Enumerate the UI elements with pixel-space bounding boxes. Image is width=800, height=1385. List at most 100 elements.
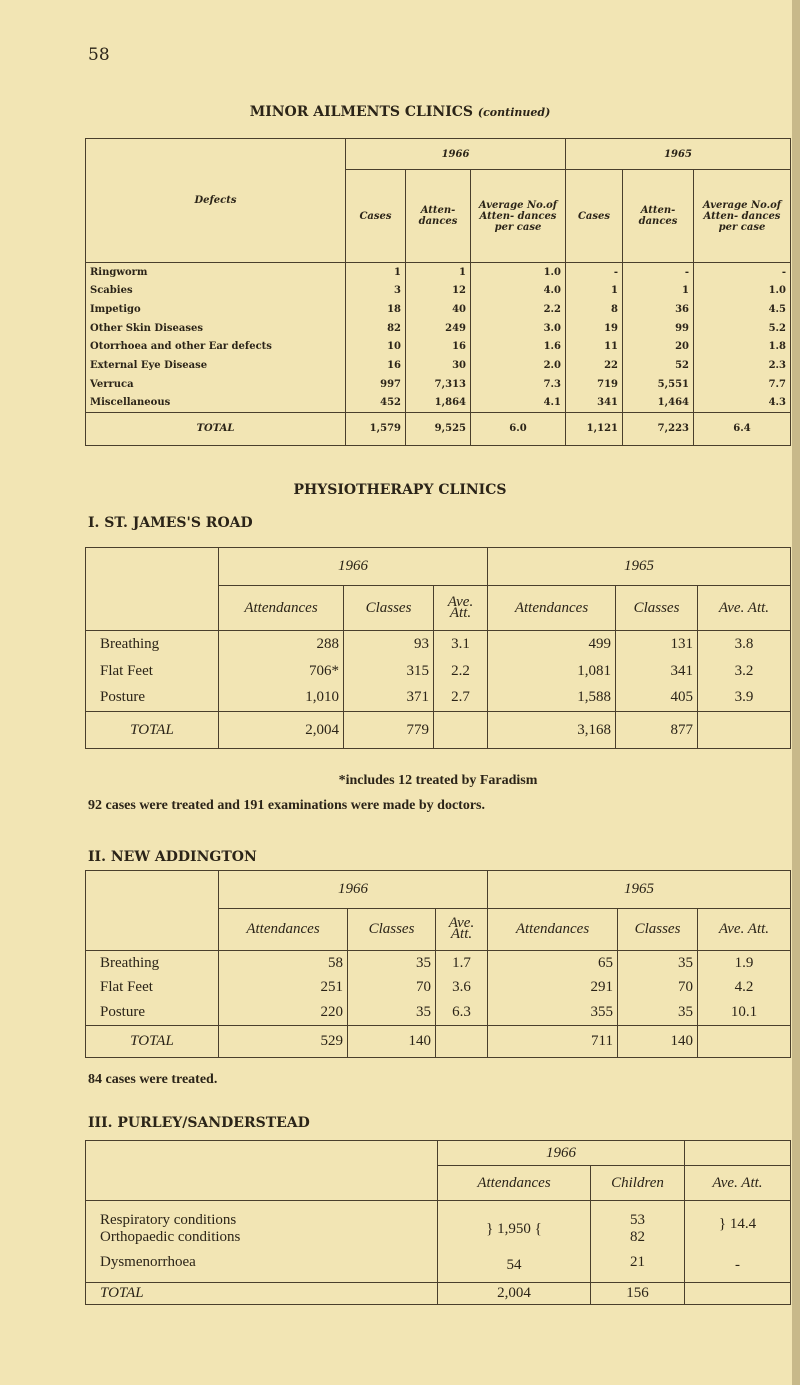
cell xyxy=(697,1025,791,1058)
cell: 719 xyxy=(565,374,623,394)
cell: 1,010 xyxy=(218,684,344,712)
table-row: Flat Feet 251 70 3.6 291 70 4.2 xyxy=(85,975,791,1001)
cell: 35 xyxy=(617,1000,698,1026)
cell: 6.0 xyxy=(470,411,566,447)
cell: 499 xyxy=(487,630,616,658)
minor-title: MINOR AILMENTS CLINICS (continued) xyxy=(249,104,551,120)
cell: 3.6 xyxy=(435,975,488,1001)
cell: 11 xyxy=(565,337,623,357)
table-row: Posture 220 35 6.3 355 35 10.1 xyxy=(85,1000,791,1026)
cell: 2.2 xyxy=(433,657,488,685)
cases-note-2: 84 cases were treated. xyxy=(88,1072,218,1087)
cell: 251 xyxy=(218,975,348,1001)
table-row: Breathing 58 35 1.7 65 35 1.9 xyxy=(85,950,791,976)
purley-title: III. PURLEY/SANDERSTEAD xyxy=(88,1115,310,1131)
cell: 8 xyxy=(565,300,623,319)
footnote: *includes 12 treated by Faradism xyxy=(338,773,538,788)
cell: 70 xyxy=(347,975,436,1001)
cell: 3.8 xyxy=(697,630,791,658)
st-james-table: 1966 1965 Attendances Classes Ave. Att. Atte… xyxy=(85,546,791,749)
row-label: External Eye Disease xyxy=(85,356,346,375)
row-label: Otorrhoea and other Ear defects xyxy=(85,337,346,357)
table-row: Impetigo 18 40 2.2 8 36 4.5 xyxy=(85,300,791,319)
cell: 1,464 xyxy=(622,393,694,413)
cell: 18 xyxy=(345,300,406,319)
cell: 1 xyxy=(345,262,406,282)
row-label: Breathing xyxy=(85,950,219,976)
cell: 140 xyxy=(617,1025,698,1058)
cell: - xyxy=(622,262,694,282)
total-row: TOTAL 529 140 711 140 xyxy=(85,1025,791,1058)
minor-ailments-table: Defects 1966 1965 Cases Atten- dances Averag… xyxy=(85,137,791,447)
cell: 452 xyxy=(345,393,406,413)
table-row: Ringworm 1 1 1.0- - - xyxy=(85,262,791,282)
cell: 40 xyxy=(405,300,471,319)
cell: 1,864 xyxy=(405,393,471,413)
cell: 4.0 xyxy=(470,281,566,301)
cell: 70 xyxy=(617,975,698,1001)
cell: TOTAL xyxy=(85,411,346,447)
cell: 10 xyxy=(345,337,406,357)
cell: 3.9 xyxy=(697,684,791,712)
cell: 2,004 xyxy=(218,711,344,749)
page-edge xyxy=(792,0,800,1385)
row-label: Flat Feet xyxy=(85,975,219,1001)
table-row: Verruca 997 7,313 7.3 719 5,551 7.7 xyxy=(85,374,791,394)
cell: 7,313 xyxy=(405,374,471,394)
table-row: Miscellaneous 452 1,864 4.1 341 1,464 4.3 xyxy=(85,393,791,413)
cell: 1.6 xyxy=(470,337,566,357)
new-addington-table: 1966 1965 Attendances Classes Ave. Att. Atte… xyxy=(85,870,791,1058)
cell: 1 xyxy=(565,281,623,301)
cell: 6.3 xyxy=(435,1000,488,1026)
cell: 19 xyxy=(565,318,623,338)
cell: 22 xyxy=(565,356,623,375)
table-row: Other Skin Diseases 82 249 3.0 19 99 5.2 xyxy=(85,318,791,338)
cell: 1.8 xyxy=(693,337,791,357)
table-row: External Eye Disease 16 30 2.0 22 52 2.3 xyxy=(85,356,791,375)
cell: 1.0 xyxy=(470,262,566,282)
cell: TOTAL xyxy=(85,1025,219,1058)
cell: 1 xyxy=(622,281,694,301)
cell xyxy=(697,711,791,749)
cell: 7.3 xyxy=(470,374,566,394)
st-james-title: I. ST. JAMES'S ROAD xyxy=(88,515,253,531)
cell: 5.2 xyxy=(693,318,791,338)
row-label: Ringworm xyxy=(85,262,346,282)
row-label: Flat Feet xyxy=(85,657,219,685)
cell: 291 xyxy=(487,975,618,1001)
cell: 3.0 xyxy=(470,318,566,338)
cell: 65 xyxy=(487,950,618,976)
cell: 6.4 xyxy=(693,411,791,447)
table-row: Flat Feet 706* 315 2.2 1,081 341 3.2 xyxy=(85,657,791,685)
cell: 3 xyxy=(345,281,406,301)
table-row: Otorrhoea and other Ear defects 10 16 1.6 11… xyxy=(85,337,791,357)
cell: 3.1 xyxy=(433,630,488,658)
cell: 1 xyxy=(405,262,471,282)
cell: 52 xyxy=(622,356,694,375)
row-label: Other Skin Diseases xyxy=(85,318,346,338)
cell: 82 xyxy=(345,318,406,338)
cell: 529 xyxy=(218,1025,348,1058)
table-row: Scabies 3 12 4.0 1 1 1.0 xyxy=(85,281,791,301)
cell: 58 xyxy=(218,950,348,976)
cell: 288 xyxy=(218,630,344,658)
new-addington-title: II. NEW ADDINGTON xyxy=(88,849,257,865)
cell: 1.7 xyxy=(435,950,488,976)
cell: 1.9 xyxy=(697,950,791,976)
cell: 1,081 xyxy=(487,657,616,685)
cell: 2.3 xyxy=(693,356,791,375)
cell: 779 xyxy=(343,711,434,749)
cell: 7,223 xyxy=(622,411,694,447)
cell: 341 xyxy=(565,393,623,413)
total-row: TOTAL 2,004 779 3,168 877 xyxy=(85,711,791,749)
row-label: Posture xyxy=(85,1000,219,1026)
row-label: Impetigo xyxy=(85,300,346,319)
cell: TOTAL xyxy=(85,711,219,749)
cell: 16 xyxy=(345,356,406,375)
cell: 405 xyxy=(615,684,698,712)
cell: 315 xyxy=(343,657,434,685)
cell: 140 xyxy=(347,1025,436,1058)
cell: 1,588 xyxy=(487,684,616,712)
cell: 249 xyxy=(405,318,471,338)
